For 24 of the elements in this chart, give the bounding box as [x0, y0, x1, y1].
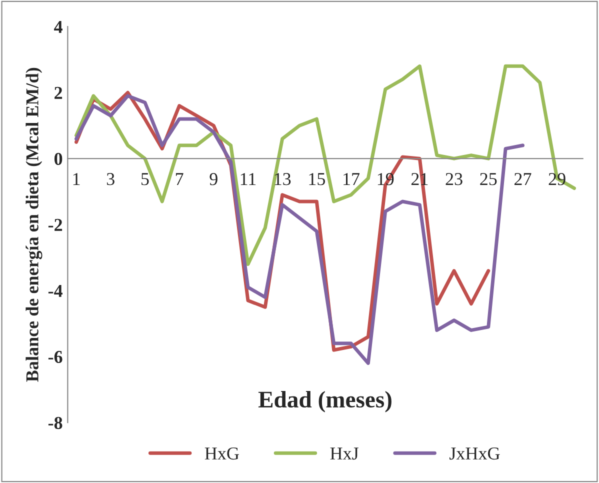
- x-axis-title: Edad (meses): [258, 390, 392, 412]
- line-series: [74, 64, 576, 266]
- legend-label: JxHxG: [450, 447, 500, 460]
- x-tick-label: 17: [344, 173, 360, 186]
- x-tick-label: 7: [176, 173, 184, 186]
- x-tick-label: 5: [141, 173, 149, 186]
- x-tick-label: 11: [240, 173, 256, 186]
- y-tick-label: 2: [54, 86, 62, 99]
- y-tick-label: -8: [48, 416, 62, 430]
- x-tick-label: 27: [514, 173, 532, 186]
- y-tick-label: 4: [54, 20, 62, 33]
- x-tick-label: 3: [106, 173, 114, 186]
- x-tick-label: 25: [480, 173, 497, 186]
- y-tick-label: 0: [54, 152, 62, 166]
- legend-label: HxG: [204, 447, 239, 460]
- legend-label: HxJ: [330, 448, 358, 460]
- y-axis-title: Balance de energía en dieta (Mcal EM/d): [26, 68, 42, 382]
- y-tick-label: -2: [48, 218, 62, 231]
- x-tick-label: 23: [446, 173, 462, 186]
- x-tick-label: 9: [210, 173, 218, 186]
- y-tick-label: -6: [48, 350, 62, 364]
- x-tick-label: 15: [309, 173, 325, 186]
- x-tick-label: 1: [73, 173, 80, 186]
- y-tick-label: -4: [48, 284, 62, 297]
